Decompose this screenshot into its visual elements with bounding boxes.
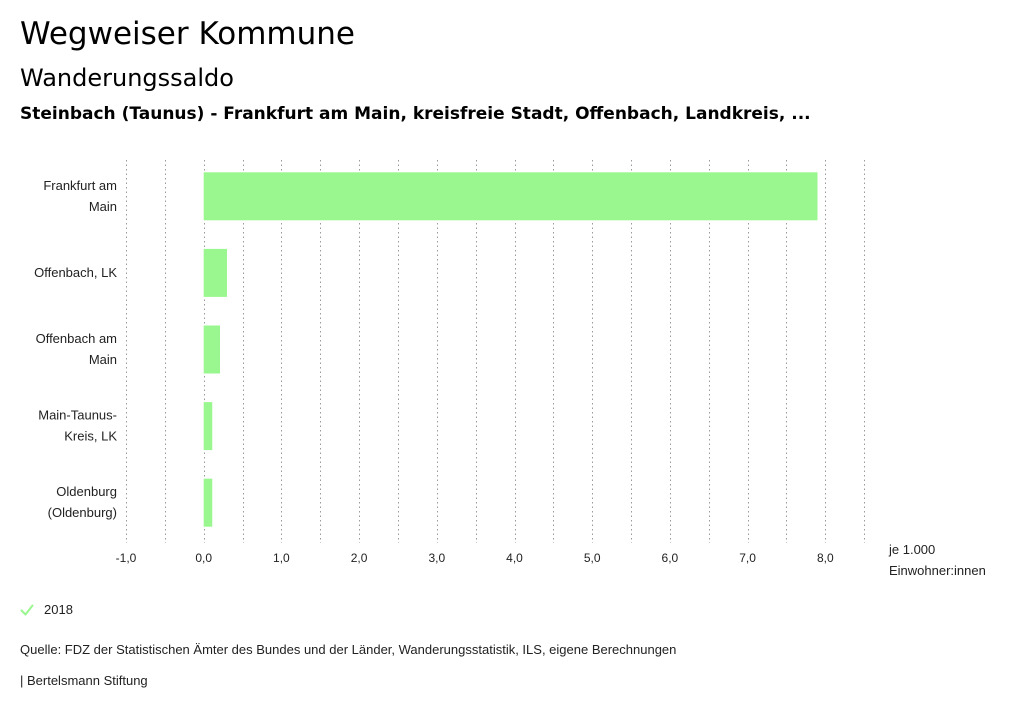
legend-item-2018[interactable]: 2018 [20,602,73,617]
category-label: Main [89,352,117,367]
page-title: Wegweiser Kommune [20,16,355,52]
category-label: Oldenburg [56,484,117,499]
legend-label: 2018 [44,602,73,617]
bar [203,478,213,527]
x-tick-label: -1,0 [116,551,137,565]
bar [203,248,228,297]
category-label: Frankfurt am [43,178,117,193]
credit-note: | Bertelsmann Stiftung [20,673,148,688]
x-tick-label: 3,0 [428,551,445,565]
bar [203,402,213,451]
chart-subtitle: Wanderungssaldo [20,64,234,92]
x-tick-label: 5,0 [584,551,601,565]
x-axis-unit-line1: je 1.000 [889,542,936,557]
x-tick-label: 8,0 [817,551,834,565]
category-label: (Oldenburg) [48,505,117,520]
x-tick-label: 1,0 [273,551,290,565]
bar [203,172,818,221]
bar [203,325,221,374]
x-tick-label: 6,0 [662,551,679,565]
category-label: Kreis, LK [64,429,117,444]
x-tick-label: 0,0 [195,551,212,565]
x-tick-label: 2,0 [351,551,368,565]
x-tick-label: 7,0 [739,551,756,565]
x-axis-unit-line2: Einwohner:innen [889,563,986,578]
category-label: Offenbach am [36,331,117,346]
category-label: Offenbach, LK [34,265,117,280]
x-axis-unit-label: je 1.000 Einwohner:innen [889,539,986,581]
x-tick-label: 4,0 [506,551,523,565]
region-selection: Steinbach (Taunus) - Frankfurt am Main, … [20,104,811,124]
category-label: Main-Taunus- [38,408,117,423]
source-note: Quelle: FDZ der Statistischen Ämter des … [20,642,677,657]
checkmark-icon [20,604,34,615]
category-label: Main [89,199,117,214]
bar-chart: -1,0 0,0 1,0 2,0 3,0 4,0 5,0 6,0 7,0 8,0 Frankfurt… [34,160,865,565]
